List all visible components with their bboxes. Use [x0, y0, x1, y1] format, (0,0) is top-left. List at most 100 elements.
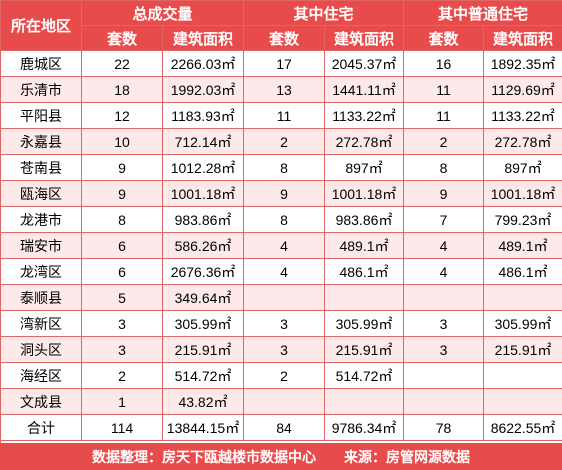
- cell-residential-area: [325, 285, 404, 311]
- cell-ordinary-area: 489.1㎡: [484, 233, 562, 259]
- cell-ordinary-count: 3: [404, 337, 484, 363]
- cell-total-area: 1183.93㎡: [163, 103, 244, 129]
- cell-region: 苍南县: [1, 155, 82, 181]
- cell-residential-area: 272.78㎡: [325, 129, 404, 155]
- cell-ordinary-area: 305.99㎡: [484, 311, 562, 337]
- cell-residential-area: 1441.11㎡: [325, 77, 404, 103]
- cell-residential-count: 2: [244, 129, 325, 155]
- total-cell-total-area: 13844.15㎡: [163, 415, 244, 441]
- cell-total-count: 9: [82, 155, 163, 181]
- header-residential-area: 建筑面积: [325, 26, 404, 51]
- cell-ordinary-area: 272.78㎡: [484, 129, 562, 155]
- cell-total-area: 305.99㎡: [163, 311, 244, 337]
- cell-total-area: 712.14㎡: [163, 129, 244, 155]
- cell-residential-area: 897㎡: [325, 155, 404, 181]
- cell-residential-area: [325, 389, 404, 415]
- cell-ordinary-count: 4: [404, 233, 484, 259]
- cell-residential-area: 215.91㎡: [325, 337, 404, 363]
- cell-ordinary-count: 4: [404, 259, 484, 285]
- cell-residential-count: 3: [244, 337, 325, 363]
- cell-residential-count: 8: [244, 207, 325, 233]
- cell-ordinary-area: 1001.18㎡: [484, 181, 562, 207]
- cell-ordinary-area: [484, 363, 562, 389]
- cell-total-count: 10: [82, 129, 163, 155]
- cell-total-area: 2676.36㎡: [163, 259, 244, 285]
- cell-total-count: 5: [82, 285, 163, 311]
- cell-ordinary-count: 11: [404, 77, 484, 103]
- cell-total-count: 18: [82, 77, 163, 103]
- cell-residential-area: 486.1㎡: [325, 259, 404, 285]
- cell-residential-area: 489.1㎡: [325, 233, 404, 259]
- cell-total-count: 9: [82, 181, 163, 207]
- total-cell-ordinary-count: 78: [404, 415, 484, 441]
- cell-ordinary-area: 1133.22㎡: [484, 103, 562, 129]
- cell-total-area: 1001.18㎡: [163, 181, 244, 207]
- header-total-area: 建筑面积: [163, 26, 244, 51]
- cell-total-area: 43.82㎡: [163, 389, 244, 415]
- cell-total-count: 3: [82, 311, 163, 337]
- cell-ordinary-area: 486.1㎡: [484, 259, 562, 285]
- cell-ordinary-area: 799.23㎡: [484, 207, 562, 233]
- cell-total-area: 1012.28㎡: [163, 155, 244, 181]
- cell-region: 龙港市: [1, 207, 82, 233]
- cell-residential-area: 2045.37㎡: [325, 51, 404, 77]
- cell-ordinary-area: 1129.69㎡: [484, 77, 562, 103]
- cell-region: 瑞安市: [1, 233, 82, 259]
- cell-region: 平阳县: [1, 103, 82, 129]
- cell-ordinary-count: 8: [404, 155, 484, 181]
- header-total-count: 套数: [82, 26, 163, 51]
- cell-residential-count: 8: [244, 155, 325, 181]
- cell-ordinary-count: 7: [404, 207, 484, 233]
- cell-region: 文成县: [1, 389, 82, 415]
- cell-total-area: 514.72㎡: [163, 363, 244, 389]
- cell-region: 乐清市: [1, 77, 82, 103]
- cell-ordinary-count: 16: [404, 51, 484, 77]
- header-ordinary-count: 套数: [404, 26, 484, 51]
- cell-ordinary-count: 3: [404, 311, 484, 337]
- cell-residential-count: 9: [244, 181, 325, 207]
- cell-residential-count: 11: [244, 103, 325, 129]
- cell-total-count: 2: [82, 363, 163, 389]
- cell-residential-count: [244, 285, 325, 311]
- cell-total-area: 1992.03㎡: [163, 77, 244, 103]
- cell-total-count: 1: [82, 389, 163, 415]
- cell-total-count: 12: [82, 103, 163, 129]
- total-cell-region: 合计: [1, 415, 82, 441]
- cell-region: 泰顺县: [1, 285, 82, 311]
- cell-ordinary-count: 9: [404, 181, 484, 207]
- cell-residential-count: 4: [244, 259, 325, 285]
- cell-ordinary-area: 897㎡: [484, 155, 562, 181]
- cell-residential-count: 13: [244, 77, 325, 103]
- header-total: 总成交量: [82, 1, 244, 26]
- cell-region: 洞头区: [1, 337, 82, 363]
- cell-total-area: 983.86㎡: [163, 207, 244, 233]
- cell-residential-area: 514.72㎡: [325, 363, 404, 389]
- cell-residential-count: 2: [244, 363, 325, 389]
- cell-ordinary-count: 11: [404, 103, 484, 129]
- header-residential-count: 套数: [244, 26, 325, 51]
- cell-ordinary-count: [404, 363, 484, 389]
- cell-region: 龙湾区: [1, 259, 82, 285]
- cell-ordinary-area: [484, 285, 562, 311]
- cell-region: 鹿城区: [1, 51, 82, 77]
- header-residential: 其中住宅: [244, 1, 404, 26]
- cell-ordinary-count: 2: [404, 129, 484, 155]
- cell-residential-count: 3: [244, 311, 325, 337]
- cell-total-area: 2266.03㎡: [163, 51, 244, 77]
- cell-residential-count: [244, 389, 325, 415]
- header-ordinary: 其中普通住宅: [404, 1, 562, 26]
- cell-total-count: 3: [82, 337, 163, 363]
- cell-residential-count: 17: [244, 51, 325, 77]
- cell-ordinary-count: [404, 285, 484, 311]
- cell-residential-count: 4: [244, 233, 325, 259]
- cell-ordinary-area: 215.91㎡: [484, 337, 562, 363]
- cell-total-area: 349.64㎡: [163, 285, 244, 311]
- total-cell-residential-area: 9786.34㎡: [325, 415, 404, 441]
- total-cell-ordinary-area: 8622.55㎡: [484, 415, 562, 441]
- header-ordinary-area: 建筑面积: [484, 26, 562, 51]
- cell-residential-area: 1001.18㎡: [325, 181, 404, 207]
- cell-total-count: 6: [82, 259, 163, 285]
- cell-region: 瓯海区: [1, 181, 82, 207]
- header-region: 所在地区: [1, 1, 82, 51]
